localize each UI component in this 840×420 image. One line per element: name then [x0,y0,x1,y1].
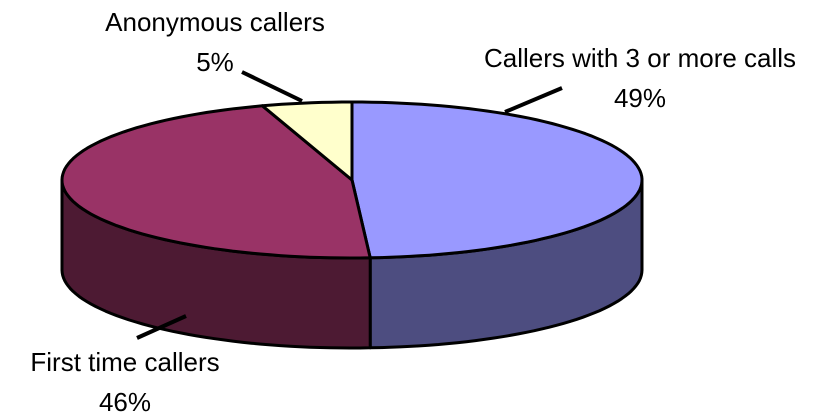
leader-line [241,70,303,103]
slice-value-label: 5% [196,47,234,77]
slice [350,100,644,260]
slice-value-label: 46% [99,387,151,417]
slice-value-label: 49% [614,83,666,113]
leader-line [504,86,563,114]
slice [60,104,372,260]
slice [260,100,354,182]
slice-label: Callers with 3 or more calls [484,43,796,73]
slice-label: First time callers [30,347,219,377]
slice-label: Anonymous callers [105,7,325,37]
leader-line [136,314,187,340]
